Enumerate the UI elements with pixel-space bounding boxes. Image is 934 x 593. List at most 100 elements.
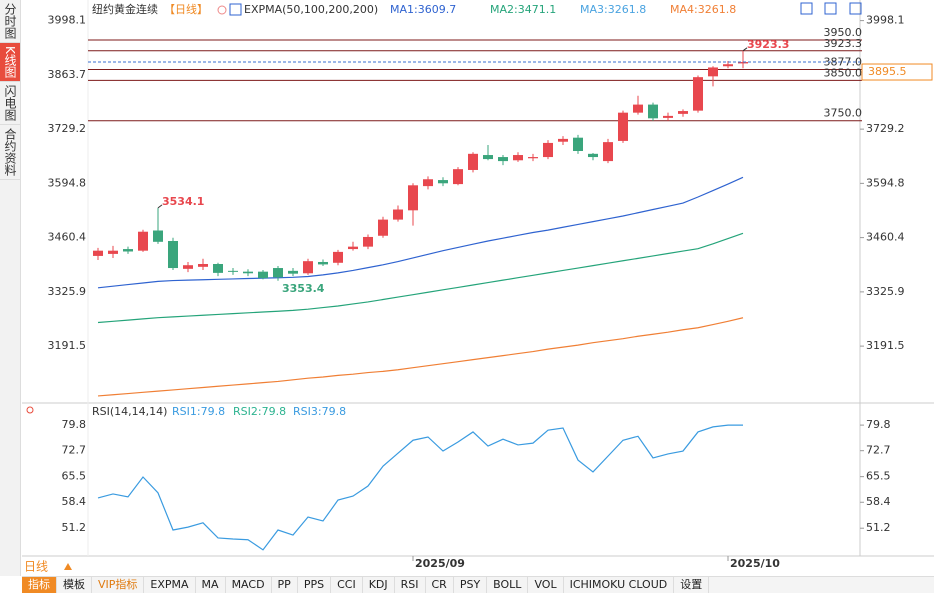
y-tick-label-left: 3863.7	[48, 68, 87, 81]
toolbar-tab[interactable]: KDJ	[363, 577, 395, 593]
expma-icon[interactable]	[229, 3, 242, 16]
toolbar-tab[interactable]: CCI	[331, 577, 363, 593]
candle-body	[183, 265, 193, 269]
candle-body	[393, 209, 403, 220]
y-tick-label-left: 72.7	[62, 444, 87, 457]
candle-body	[138, 231, 148, 251]
y-tick-label-right: 72.7	[866, 444, 891, 457]
panel-title: RSI(14,14,14)	[92, 405, 167, 418]
indicator-line	[97, 424, 743, 551]
x-tick-label: 2025/10	[730, 557, 780, 570]
y-tick-label-left: 3460.4	[48, 231, 87, 244]
candle-body	[378, 219, 388, 236]
candle-body	[198, 263, 208, 267]
toolbar: 指标 模板 VIP指标 EXPMA MA MACD PP PPS CCI KDJ RSI CR PSY B…	[22, 576, 934, 593]
y-tick-label-left: 51.2	[62, 521, 87, 534]
candle-body	[738, 62, 748, 64]
low-label: 3353.4	[282, 282, 325, 295]
candle-body	[543, 142, 553, 158]
candle-body	[633, 104, 643, 113]
y-tick-label-right: 3325.9	[866, 285, 905, 298]
toolbar-tab[interactable]: 指标	[22, 577, 57, 593]
rsi-settings-icon[interactable]	[26, 406, 34, 414]
y-tick-label-right: 3998.1	[866, 14, 905, 27]
candle-body	[663, 115, 673, 118]
candle-body	[273, 268, 283, 278]
candle-body	[708, 67, 718, 77]
legend-entry: RSI1:79.8	[172, 405, 225, 418]
sidebar: 分时图 K线图 闪电图 合约资料	[0, 0, 21, 576]
chart-title: 纽约黄金连续	[92, 2, 158, 16]
y-tick-label-right: 3729.2	[866, 122, 905, 135]
candle-body	[258, 271, 268, 279]
candle-body	[648, 104, 658, 119]
zoom-in-button[interactable]	[800, 2, 813, 15]
price-level-label: 3950.0	[824, 26, 863, 39]
high-label: 3923.3	[747, 38, 789, 51]
legend-entry: MA2:3471.1	[490, 3, 556, 16]
candle-body	[348, 246, 358, 250]
candle-body	[678, 111, 688, 114]
last-price-tag	[861, 63, 933, 81]
toolbar-tab[interactable]: MA	[196, 577, 226, 593]
candle-body	[498, 157, 508, 162]
toolbar-tab[interactable]: MACD	[226, 577, 272, 593]
candle-body	[363, 236, 373, 247]
high-pointer	[742, 47, 748, 52]
y-tick-label-left: 58.4	[62, 495, 87, 508]
candle-body	[423, 179, 433, 187]
y-tick-label-left: 65.5	[62, 470, 87, 483]
indicator-line	[97, 176, 744, 289]
candle-body	[603, 142, 613, 162]
sidebar-tab[interactable]: K线图	[0, 43, 20, 82]
sidebar-tab[interactable]: 闪电图	[0, 82, 20, 125]
candle-body	[213, 263, 223, 273]
candle-body	[228, 270, 238, 272]
candle-body	[723, 64, 733, 67]
candle-body	[123, 249, 133, 252]
y-tick-label-right: 3191.5	[866, 339, 905, 352]
candle-body	[153, 230, 163, 242]
candle-body	[468, 153, 478, 170]
y-tick-label-right: 3460.4	[866, 231, 905, 244]
fullscreen-button[interactable]	[849, 2, 862, 15]
y-tick-label-right: 58.4	[866, 495, 891, 508]
toolbar-tab[interactable]: 设置	[674, 577, 710, 593]
add-icon[interactable]	[217, 5, 227, 15]
toolbar-tab[interactable]: VIP指标	[92, 577, 145, 593]
toolbar-tab[interactable]: BOLL	[487, 577, 529, 593]
period-arrow[interactable]	[64, 563, 72, 570]
last-price-label: 3895.5	[868, 65, 907, 78]
toolbar-tab[interactable]: ICHIMOKU CLOUD	[564, 577, 675, 593]
indicator-label: EXPMA(50,100,200,200)	[244, 3, 378, 16]
price-level-label: 3750.0	[824, 107, 863, 120]
candle-body	[483, 155, 493, 160]
period-selector[interactable]: 日线	[24, 560, 48, 574]
candle-body	[408, 185, 418, 211]
x-tick-label: 2025/09	[415, 557, 465, 570]
y-tick-label-left: 3191.5	[48, 339, 87, 352]
toolbar-tab[interactable]: EXPMA	[144, 577, 196, 593]
sidebar-tab[interactable]: 分时图	[0, 0, 20, 43]
candle-body	[243, 271, 253, 274]
y-tick-label-right: 51.2	[866, 521, 891, 534]
sidebar-tab[interactable]: 合约资料	[0, 125, 20, 180]
toolbar-tab[interactable]: VOL	[528, 577, 564, 593]
toolbar-tab[interactable]: PSY	[454, 577, 488, 593]
candle-body	[303, 261, 313, 274]
y-tick-label-left: 3729.2	[48, 122, 87, 135]
candle-body	[168, 240, 178, 269]
toolbar-tab[interactable]: PP	[272, 577, 298, 593]
toolbar-tab[interactable]: CR	[426, 577, 454, 593]
zoom-out-button[interactable]	[824, 2, 837, 15]
toolbar-tab[interactable]: RSI	[395, 577, 426, 593]
toolbar-tab[interactable]: 模板	[57, 577, 92, 593]
legend-entry: MA4:3261.8	[670, 3, 736, 16]
candle-body	[528, 157, 538, 159]
y-tick-label-left: 79.8	[62, 418, 87, 431]
candle-body	[288, 270, 298, 274]
toolbar-tab[interactable]: PPS	[298, 577, 332, 593]
candle-body	[573, 137, 583, 152]
legend-entry: MA1:3609.7	[390, 3, 456, 16]
